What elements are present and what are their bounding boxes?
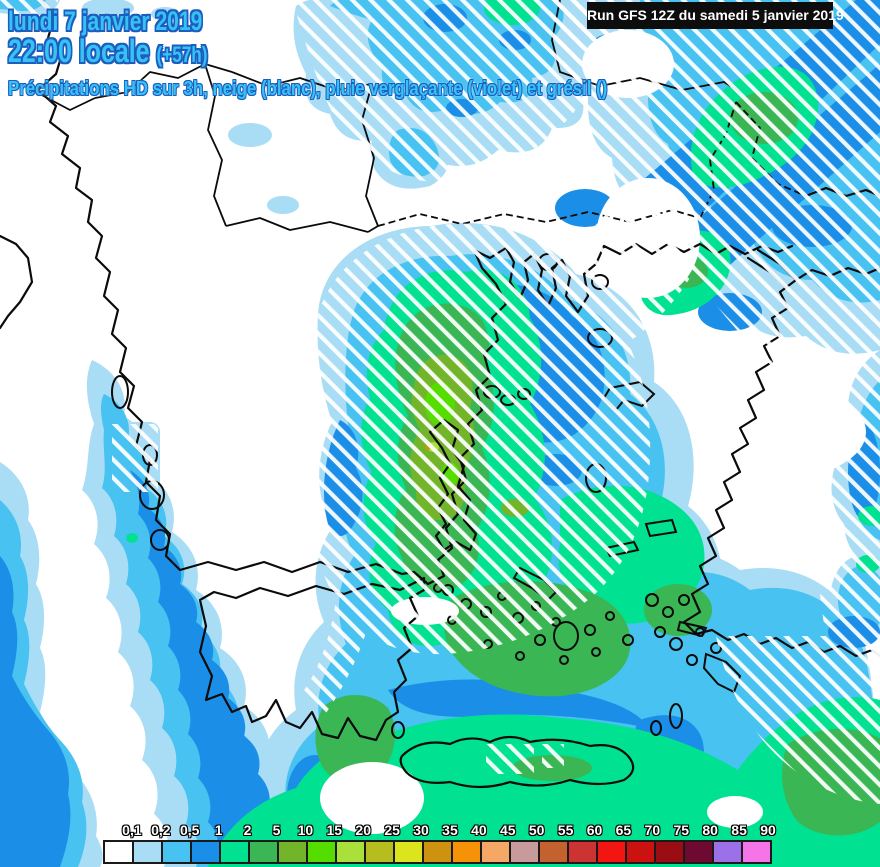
colorbar-label: 0,1 xyxy=(122,822,142,838)
colorbar-cell xyxy=(511,842,540,862)
colorbar-label: 0,2 xyxy=(151,822,171,838)
map-title-time: 22:00 locale (+57h) xyxy=(8,33,264,70)
colorbar-cell xyxy=(395,842,424,862)
colorbar-label: 30 xyxy=(413,822,429,838)
colorbar-label: 40 xyxy=(471,822,487,838)
colorbar-cell xyxy=(627,842,656,862)
colorbar-cell xyxy=(105,842,134,862)
colorbar-label: 90 xyxy=(760,822,776,838)
local-time-label: 22:00 locale xyxy=(8,33,150,69)
colorbar-label: 15 xyxy=(326,822,343,838)
colorbar-label: 50 xyxy=(528,822,545,838)
snow-hatch-overlay xyxy=(0,0,880,804)
colorbar-cell xyxy=(424,842,453,862)
colorbar-cell xyxy=(250,842,279,862)
colorbar-cell xyxy=(453,842,482,862)
colorbar-label: 25 xyxy=(384,822,400,838)
colorbar-label: 85 xyxy=(731,822,747,838)
colorbar-cell xyxy=(685,842,714,862)
colorbar-label: 55 xyxy=(557,822,574,838)
run-info-box: Run GFS 12Z du samedi 5 janvier 2019 xyxy=(587,2,844,29)
colorbar-label: 5 xyxy=(272,822,281,838)
run-info-label: Run GFS 12Z du samedi 5 janvier 2019 xyxy=(587,7,844,23)
map-subtitle: Précipitations HD sur 3h, neige (blanc),… xyxy=(8,78,722,101)
colorbar-cell xyxy=(221,842,250,862)
colorbar-label: 75 xyxy=(673,822,690,838)
map-title-date: lundi 7 janvier 2019 xyxy=(8,6,257,37)
colorbar-labels: 0,1 0,2 0,5 1 2 5 10 15 20 25 30 35 40 45 50 55 60 65 70 75… xyxy=(103,819,783,838)
map-subtitle-text: Précipitations HD sur 3h, neige (blanc),… xyxy=(8,78,608,100)
colorbar-cell xyxy=(598,842,627,862)
colorbar-cell xyxy=(482,842,511,862)
colorbar-label: 60 xyxy=(586,822,603,838)
colorbar-label: 35 xyxy=(442,822,458,838)
colorbar-cell xyxy=(134,842,163,862)
map-title-time-text: 22:00 locale (+57h) xyxy=(8,33,207,70)
colorbar-cell xyxy=(337,842,366,862)
colorbar-label: 0,5 xyxy=(180,822,200,838)
colorbar-label: 1 xyxy=(214,822,223,838)
colorbar-cell xyxy=(540,842,569,862)
colorbar-label: 65 xyxy=(615,822,632,838)
colorbar-label: 2 xyxy=(243,822,252,838)
forecast-offset-label: (+57h) xyxy=(156,42,208,67)
map-title-date-text: lundi 7 janvier 2019 xyxy=(8,6,203,36)
colorbar-cell xyxy=(743,842,770,862)
colorbar-cell xyxy=(308,842,337,862)
colorbar-label: 45 xyxy=(499,822,516,838)
colorbar-cell xyxy=(163,842,192,862)
colorbar-label: 80 xyxy=(702,822,718,838)
colorbar-cell xyxy=(279,842,308,862)
colorbar-label: 10 xyxy=(297,822,314,838)
colorbar-cell xyxy=(656,842,685,862)
colorbar-cell xyxy=(714,842,743,862)
colorbar xyxy=(103,840,772,864)
colorbar-cell xyxy=(192,842,221,862)
colorbar-cell xyxy=(569,842,598,862)
colorbar-label: 20 xyxy=(355,822,371,838)
colorbar-cell xyxy=(366,842,395,862)
colorbar-label: 70 xyxy=(644,822,661,838)
